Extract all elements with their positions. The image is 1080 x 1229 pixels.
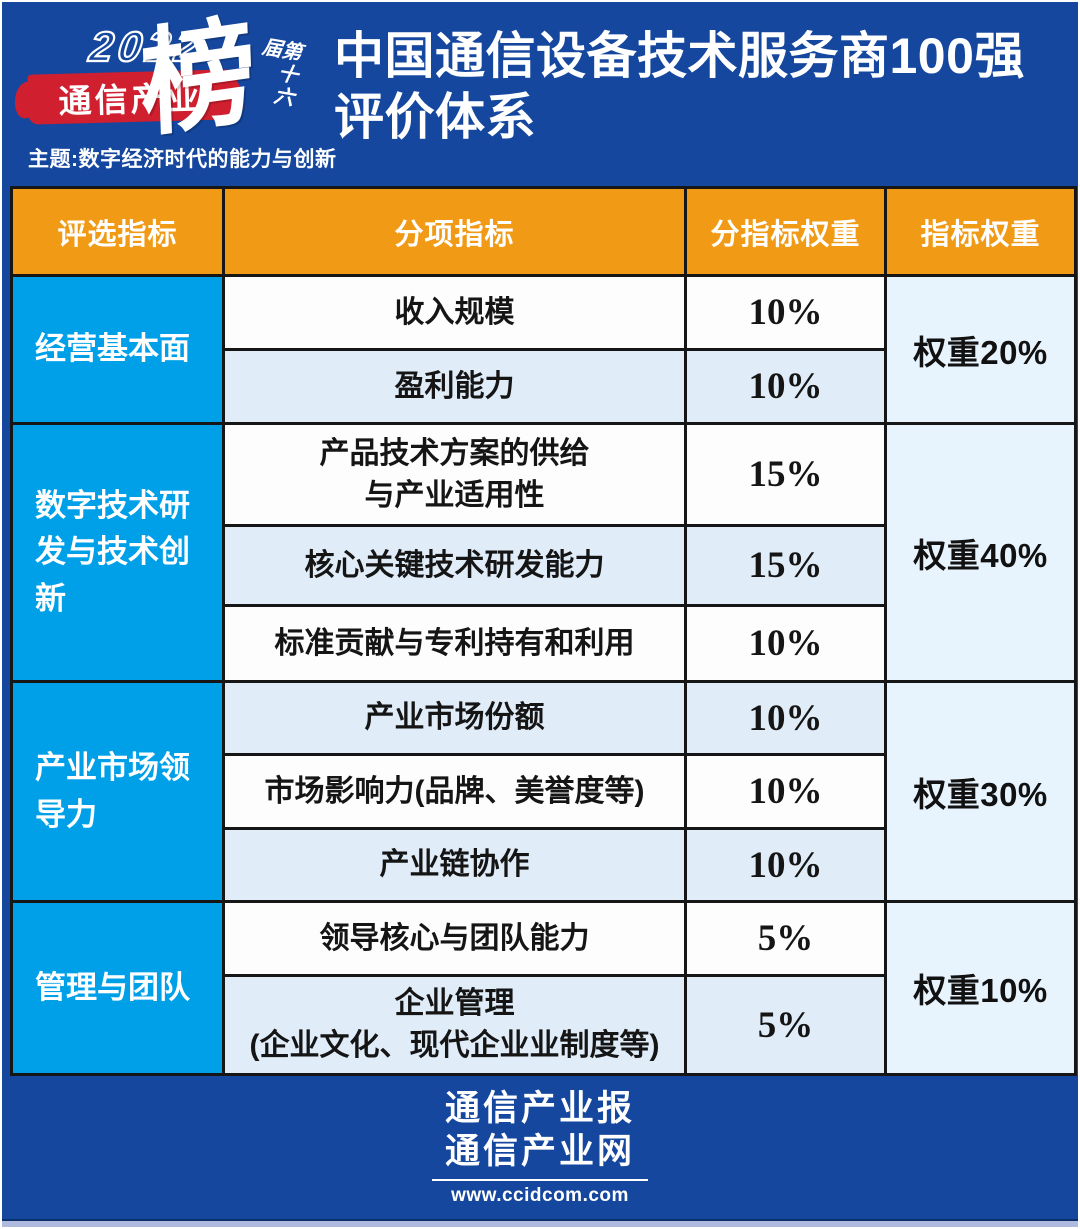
table-row: 数字技术研发与技术创新 产品技术方案的供给 与产业适用性 15% 权重40% bbox=[10, 422, 1077, 683]
table-row: 经营基本面 收入规模 10% 权重20% bbox=[10, 274, 1077, 425]
group-weight-cell: 权重40% bbox=[884, 422, 1077, 683]
publisher-line-2: 通信产业网 bbox=[444, 1131, 635, 1171]
table-row: 企业管理 (企业文化、现代企业业制度等) 5% bbox=[12, 974, 1076, 1076]
group-weight-cell: 权重30% bbox=[884, 680, 1077, 903]
sub-indicator-cell: 企业管理 (企业文化、现代企业业制度等) bbox=[222, 974, 687, 1076]
column-header-sub-indicator: 分项指标 bbox=[222, 186, 687, 277]
table-row: 盈利能力 10% bbox=[12, 348, 1076, 425]
sub-weight-cell: 5% bbox=[684, 900, 887, 977]
title-line-1: 中国通信设备技术服务商100强 bbox=[334, 28, 1025, 84]
sub-indicator-cell: 核心关键技术研发能力 bbox=[222, 524, 687, 607]
sub-indicator-cell: 产品技术方案的供给 与产业适用性 bbox=[222, 422, 687, 527]
category-cell: 管理与团队 bbox=[10, 900, 225, 1076]
title-line-2: 评价体系 bbox=[334, 89, 536, 145]
header-banner: 2022 通信产业 榜 第十六届 主题:数字经济时代的能力与创新 中国通信设备技… bbox=[2, 2, 1078, 186]
bottom-edge-strip bbox=[2, 1219, 1078, 1227]
logo-theme-text: 主题:数字经济时代的能力与创新 bbox=[28, 148, 337, 171]
table-row: 核心关键技术研发能力 15% bbox=[12, 524, 1076, 607]
column-header-group-weight: 指标权重 bbox=[884, 186, 1077, 277]
table-header-row: 评选指标 分项指标 分指标权重 指标权重 bbox=[10, 186, 1077, 277]
evaluation-table: 评选指标 分项指标 分指标权重 指标权重 经营基本面 收入规模 10% 权重20… bbox=[10, 186, 1077, 1076]
table-row: 产业链协作 10% bbox=[12, 827, 1076, 903]
category-cell: 经营基本面 bbox=[10, 274, 225, 425]
sub-weight-cell: 10% bbox=[684, 274, 887, 351]
sub-indicator-cell: 市场影响力(品牌、美誉度等) bbox=[222, 753, 687, 830]
publisher-line-1: 通信产业报 bbox=[444, 1088, 635, 1128]
footer-divider bbox=[432, 1179, 648, 1182]
category-cell: 数字技术研发与技术创新 bbox=[10, 422, 225, 683]
sub-weight-cell: 10% bbox=[684, 680, 887, 756]
page-title: 中国通信设备技术服务商100强 评价体系 bbox=[320, 2, 1033, 186]
website-url: www.ccidcom.com bbox=[451, 1185, 629, 1207]
sub-indicator-cell: 标准贡献与专利持有和利用 bbox=[222, 604, 687, 683]
cpi-award-logo: 2022 通信产业 榜 第十六届 主题:数字经济时代的能力与创新 bbox=[2, 2, 337, 186]
table-row: 标准贡献与专利持有和利用 10% bbox=[12, 604, 1076, 683]
sub-weight-cell: 10% bbox=[684, 348, 887, 425]
group-weight-cell: 权重20% bbox=[884, 274, 1077, 425]
sub-weight-cell: 15% bbox=[684, 422, 887, 527]
sub-weight-cell: 15% bbox=[684, 524, 887, 607]
sub-indicator-cell: 产业市场份额 bbox=[222, 680, 687, 756]
group-weight-cell: 权重10% bbox=[884, 900, 1077, 1076]
logo-row: 通信产业 榜 第十六届 bbox=[27, 5, 302, 151]
column-header-category: 评选指标 bbox=[10, 186, 225, 277]
sub-weight-cell: 10% bbox=[684, 753, 887, 830]
sub-weight-cell: 10% bbox=[684, 827, 887, 903]
sub-indicator-cell: 盈利能力 bbox=[222, 348, 687, 425]
sub-indicator-cell: 领导核心与团队能力 bbox=[222, 900, 687, 977]
sub-weight-cell: 10% bbox=[684, 604, 887, 683]
sub-indicator-cell: 收入规模 bbox=[222, 274, 687, 351]
sub-indicator-cell: 产业链协作 bbox=[222, 827, 687, 903]
column-header-sub-weight: 分指标权重 bbox=[684, 186, 887, 277]
footer-banner: 通信产业报 通信产业网 www.ccidcom.com bbox=[2, 1076, 1078, 1219]
category-cell: 产业市场领导力 bbox=[10, 680, 225, 903]
sub-weight-cell: 5% bbox=[684, 974, 887, 1076]
logo-bang-character: 榜 bbox=[138, 4, 258, 152]
table-row: 管理与团队 领导核心与团队能力 5% 权重10% bbox=[10, 900, 1077, 1076]
table-row: 产业市场领导力 产业市场份额 10% 权重30% bbox=[10, 680, 1077, 903]
table-row: 市场影响力(品牌、美誉度等) 10% bbox=[12, 753, 1076, 830]
publisher-logo: 通信产业报 通信产业网 bbox=[445, 1088, 635, 1173]
